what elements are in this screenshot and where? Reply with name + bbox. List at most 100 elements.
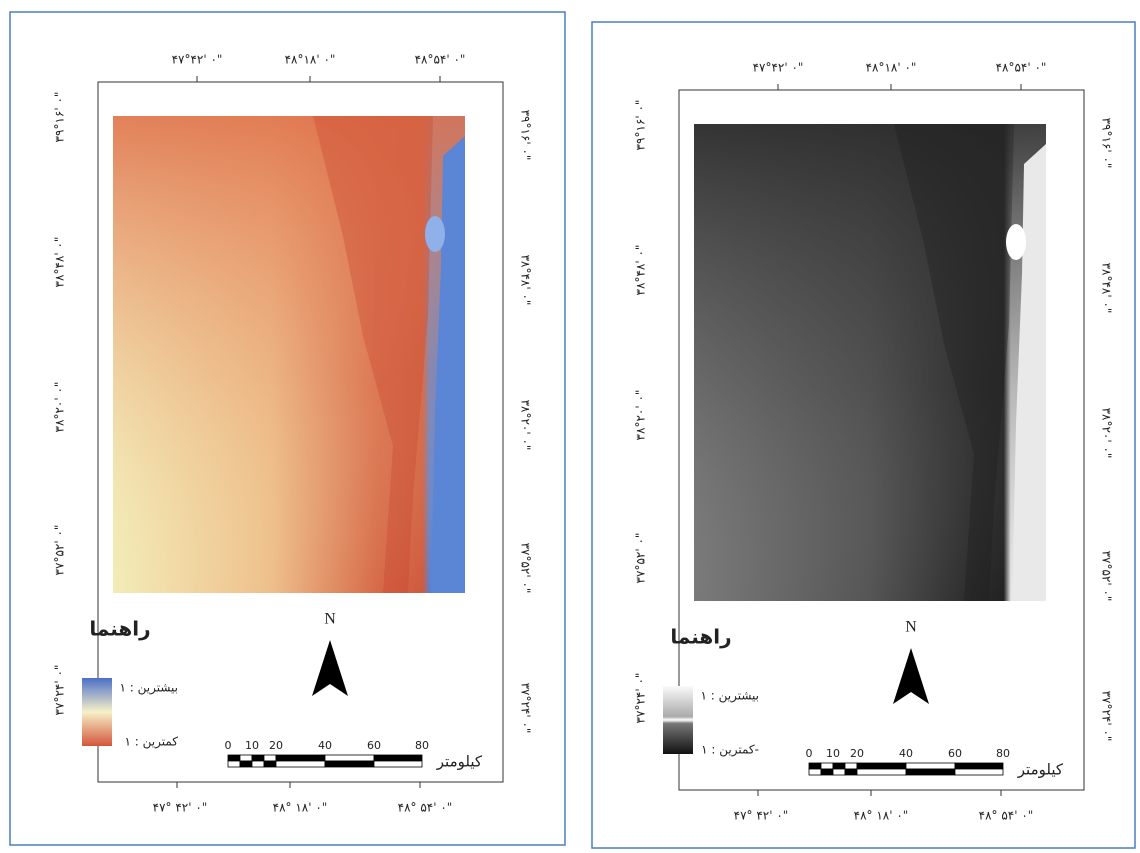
north-arrow — [893, 648, 929, 704]
scale-tick-label: 20 — [850, 747, 864, 760]
left-coordinate: ۳۹°۱۶' ۰" — [53, 92, 67, 143]
scale-tick-label: 40 — [318, 739, 332, 752]
scale-tick-label: 80 — [415, 739, 429, 752]
scale-segment — [373, 754, 423, 762]
legend-max: بیشترین : ۱ — [119, 681, 178, 696]
scale-segment — [820, 768, 834, 776]
scale-segment — [808, 768, 822, 776]
scale-segment — [808, 762, 822, 770]
scale-segment — [954, 768, 1004, 776]
scale-segment — [324, 754, 375, 762]
right-coordinate: ۳۷°۲۴' ۰" — [519, 683, 533, 734]
scale-segment — [905, 768, 956, 776]
scale-unit: کیلومتر — [436, 753, 483, 771]
left-coordinate: ۳۷°۵۲' ۰" — [53, 525, 67, 576]
legend-ramp — [663, 686, 693, 754]
map-panel: ۴۷°۴۲' ۰" ۴۸°۱۸' ۰" ۴۸°۵۴' ۰" ۴۷° ۴۲' ۰" ۴۸°… — [53, 53, 533, 815]
scale-tick-label: 60 — [948, 747, 962, 760]
raster-lagoon — [425, 216, 445, 252]
scale-segment — [844, 768, 858, 776]
panel-border — [591, 21, 1136, 849]
legend-min: کمترین : ۱- — [701, 743, 759, 758]
scale-segment — [954, 762, 1004, 770]
scale-segment — [832, 762, 846, 770]
top-coordinate: ۴۸°۱۸' ۰" — [866, 61, 917, 75]
raster-sea — [1012, 144, 1046, 601]
scale-segment — [227, 760, 241, 768]
left-coordinate: ۳۸°۲۰' ۰" — [53, 382, 67, 433]
scale-segment — [844, 762, 858, 770]
scale-segment — [324, 760, 375, 768]
scale-segment — [251, 754, 265, 762]
scale-tick-label: 10 — [826, 747, 840, 760]
neatline — [678, 89, 1085, 791]
scale-unit: کیلومتر — [1017, 761, 1064, 779]
scale-segment — [227, 754, 241, 762]
legend-max: بیشترین : ۱ — [700, 689, 759, 704]
scale-segment — [820, 762, 834, 770]
scale-segment — [263, 754, 277, 762]
left-coordinate: ۳۷°۲۴' ۰" — [634, 673, 648, 724]
scale-tick-label: 40 — [899, 747, 913, 760]
scale-segment — [275, 754, 326, 762]
north-label: N — [324, 611, 336, 628]
scale-segment — [239, 754, 253, 762]
bottom-coordinate: ۴۸° ۵۴' ۰" — [398, 801, 453, 815]
raster-shade — [113, 116, 465, 593]
scale-segment — [275, 760, 326, 768]
scale-segment — [239, 760, 253, 768]
right-coordinate: ۳۸°۴۸' ۰" — [519, 255, 533, 306]
bottom-coordinate: ۴۷° ۴۲' ۰" — [153, 801, 208, 815]
top-coordinate: ۴۷°۴۲' ۰" — [172, 53, 223, 67]
right-coordinate: ۳۷°۲۴' ۰" — [1100, 691, 1114, 742]
scale-segment — [251, 760, 265, 768]
scale-segment — [856, 768, 907, 776]
bottom-coordinate: ۴۸° ۱۸' ۰" — [273, 801, 328, 815]
right-coordinate: ۳۷°۵۲' ۰" — [1100, 551, 1114, 602]
right-coordinate: ۳۸°۴۸' ۰" — [1100, 263, 1114, 314]
scale-tick-label: 0 — [225, 739, 232, 752]
panels: ۴۷°۴۲' ۰" ۴۸°۱۸' ۰" ۴۸°۵۴' ۰" ۴۷° ۴۲' ۰" ۴۸°… — [9, 11, 1136, 849]
scale-tick-label: 60 — [367, 739, 381, 752]
scale-tick-label: 80 — [996, 747, 1010, 760]
right-coordinate: ۳۸°۲۰' ۰" — [1100, 408, 1114, 459]
scale-segment — [905, 762, 956, 770]
left-coordinate: ۳۸°۲۰' ۰" — [634, 390, 648, 441]
scale-segment — [832, 768, 846, 776]
north-label: N — [905, 619, 917, 636]
left-coordinate: ۳۹°۱۶' ۰" — [634, 100, 648, 151]
bottom-coordinate: ۴۷° ۴۲' ۰" — [734, 809, 789, 823]
right-coordinate: ۳۹°۱۶' ۰" — [1100, 118, 1114, 169]
left-coordinate: ۳۸°۴۸' ۰" — [53, 237, 67, 288]
scale-tick-label: 0 — [806, 747, 813, 760]
left-coordinate: ۳۷°۲۴' ۰" — [53, 665, 67, 716]
scale-tick-label: 10 — [245, 739, 259, 752]
scale-segment — [856, 762, 907, 770]
legend-min: کمترین : ۱ — [125, 735, 179, 750]
raster-mountains — [313, 116, 433, 593]
raster-mountains — [894, 124, 1014, 601]
raster-lagoon — [1006, 224, 1026, 260]
bottom-coordinate: ۴۸° ۵۴' ۰" — [979, 809, 1034, 823]
top-coordinate: ۴۸°۵۴' ۰" — [415, 53, 466, 67]
north-arrow — [312, 640, 348, 696]
right-coordinate: ۳۷°۵۲' ۰" — [519, 543, 533, 594]
panel-border — [9, 11, 566, 846]
neatline — [97, 81, 504, 783]
top-coordinate: ۴۸°۱۸' ۰" — [285, 53, 336, 67]
scale-tick-label: 20 — [269, 739, 283, 752]
scale-segment — [373, 760, 423, 768]
legend-ramp — [82, 678, 112, 746]
raster-sea — [431, 136, 465, 593]
top-coordinate: ۴۷°۴۲' ۰" — [753, 61, 804, 75]
left-coordinate: ۳۷°۵۲' ۰" — [634, 533, 648, 584]
right-coordinate: ۳۹°۱۶' ۰" — [519, 110, 533, 161]
map-panel: ۴۷°۴۲' ۰" ۴۸°۱۸' ۰" ۴۸°۵۴' ۰" ۴۷° ۴۲' ۰" ۴۸°… — [634, 61, 1114, 823]
bottom-coordinate: ۴۸° ۱۸' ۰" — [854, 809, 909, 823]
raster-shade — [694, 124, 1046, 601]
right-coordinate: ۳۸°۲۰' ۰" — [519, 400, 533, 451]
legend-title: راهنما — [670, 625, 731, 649]
scale-segment — [263, 760, 277, 768]
top-coordinate: ۴۸°۵۴' ۰" — [996, 61, 1047, 75]
